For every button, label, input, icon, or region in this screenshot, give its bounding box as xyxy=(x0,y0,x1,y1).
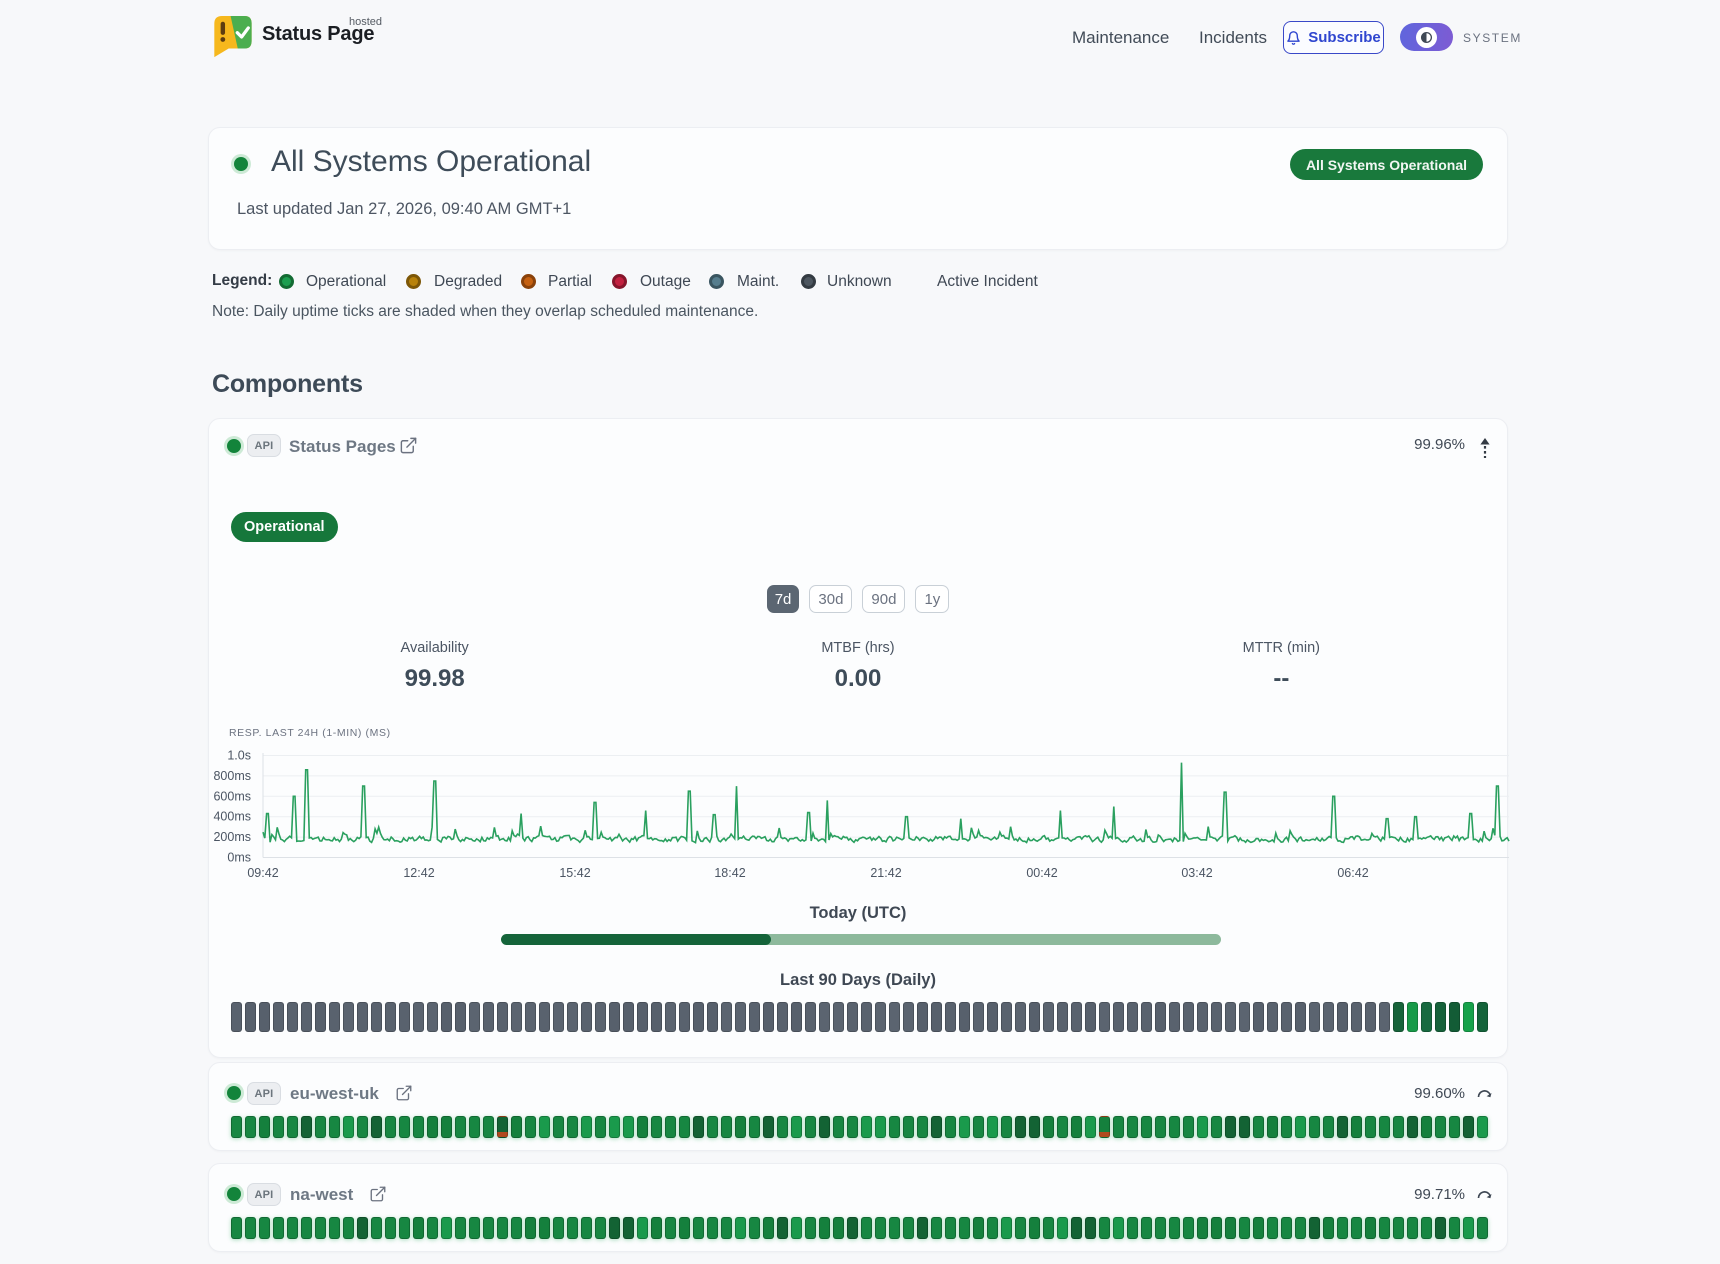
svg-text:800ms: 800ms xyxy=(213,769,251,783)
svg-text:400ms: 400ms xyxy=(213,810,251,824)
svg-text:06:42: 06:42 xyxy=(1337,866,1368,880)
svg-text:18:42: 18:42 xyxy=(714,866,745,880)
svg-text:12:42: 12:42 xyxy=(403,866,434,880)
svg-text:03:42: 03:42 xyxy=(1181,866,1212,880)
svg-text:1.0s: 1.0s xyxy=(227,749,251,763)
svg-text:200ms: 200ms xyxy=(213,830,251,844)
svg-text:15:42: 15:42 xyxy=(559,866,590,880)
svg-text:00:42: 00:42 xyxy=(1026,866,1057,880)
svg-text:600ms: 600ms xyxy=(213,789,251,803)
svg-text:0ms: 0ms xyxy=(227,851,251,865)
svg-text:21:42: 21:42 xyxy=(870,866,901,880)
svg-text:09:42: 09:42 xyxy=(247,866,278,880)
